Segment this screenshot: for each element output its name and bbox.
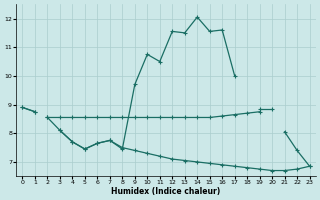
X-axis label: Humidex (Indice chaleur): Humidex (Indice chaleur) (111, 187, 221, 196)
